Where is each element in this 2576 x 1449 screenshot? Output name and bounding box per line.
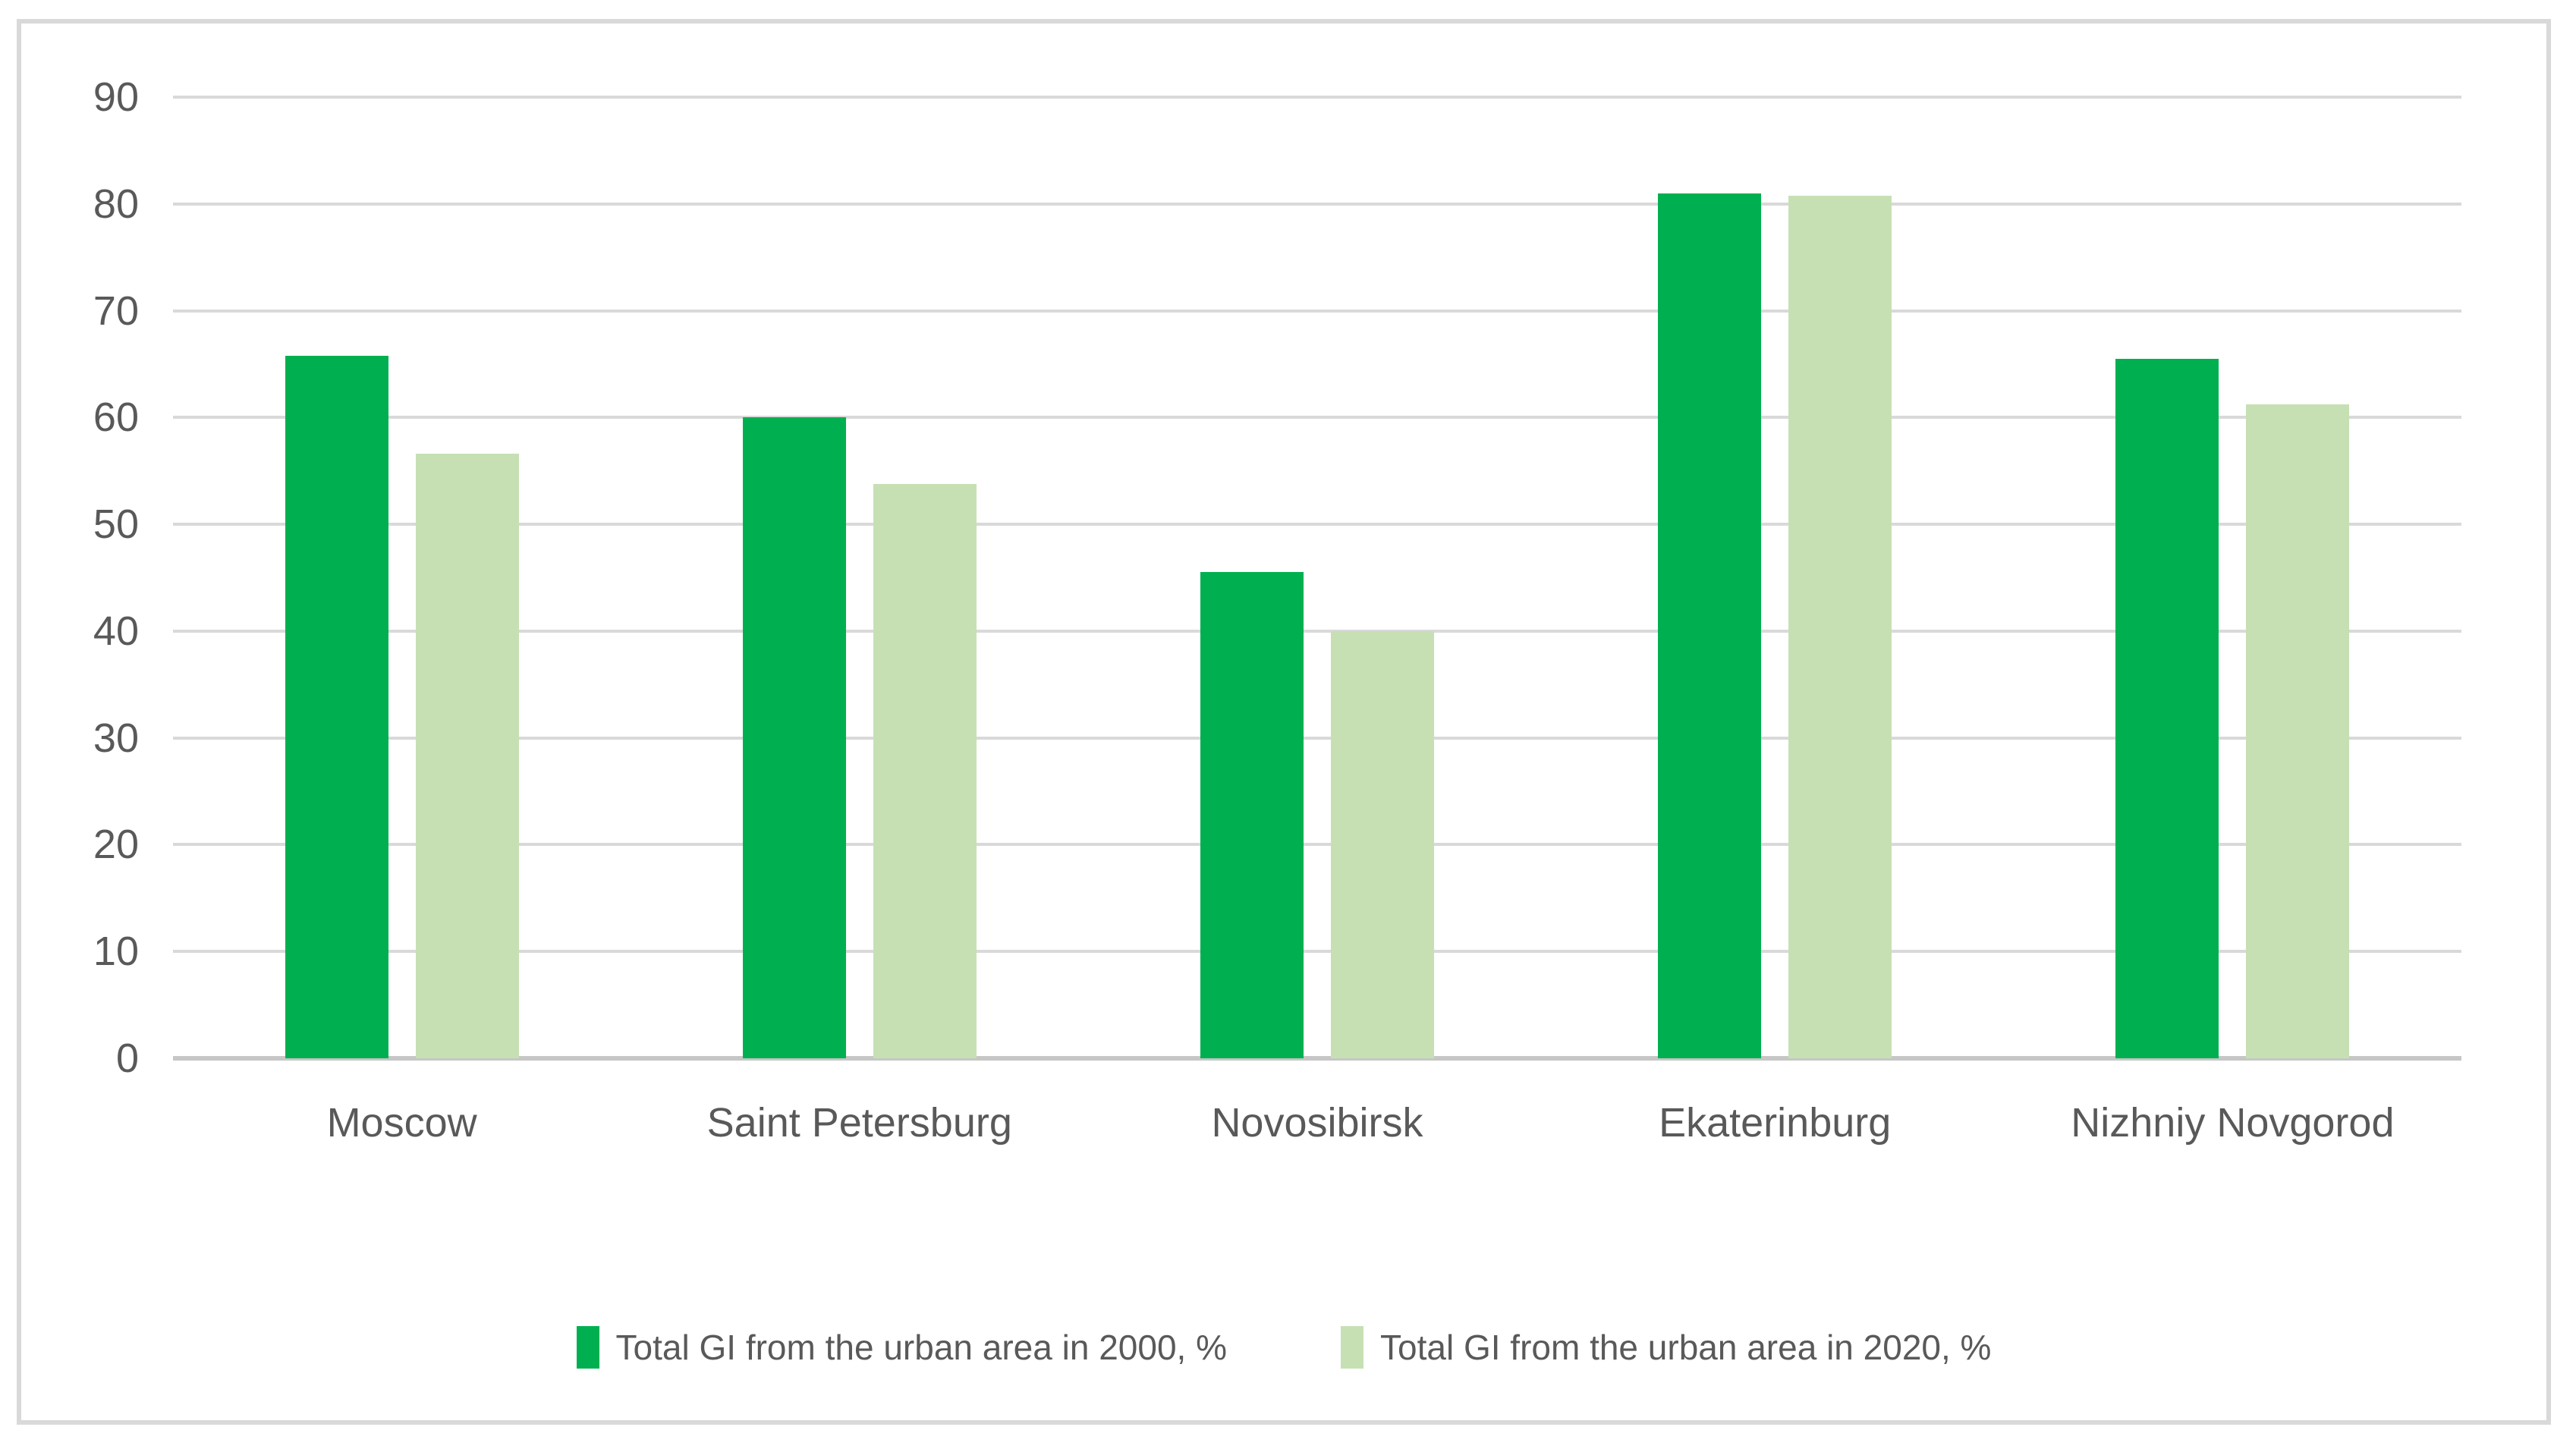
bar-moscow-series1 xyxy=(285,355,388,1058)
y-tick-label-10: 10 xyxy=(93,929,139,975)
gridline-30 xyxy=(173,736,2461,740)
bar-ekaterinburg-series1 xyxy=(1658,193,1762,1058)
y-tick-label-0: 0 xyxy=(115,1036,139,1081)
bar-ekaterinburg-series2 xyxy=(1788,195,1892,1058)
bar-nizhniy-novgorod-series1 xyxy=(2115,358,2219,1058)
gridline-50 xyxy=(173,523,2461,526)
category-label-nizhniy-novgorod: Nizhniy Novgorod xyxy=(2071,1100,2395,1146)
bar-nizhniy-novgorod-series2 xyxy=(2246,404,2350,1058)
category-label-novosibirsk: Novosibirsk xyxy=(1211,1100,1423,1146)
bar-saint-petersburg-series1 xyxy=(742,417,846,1058)
category-label-ekaterinburg: Ekaterinburg xyxy=(1659,1100,1892,1146)
y-tick-label-60: 60 xyxy=(93,394,139,441)
y-tick-label-70: 70 xyxy=(93,288,139,334)
gridline-90 xyxy=(173,96,2461,99)
bar-moscow-series2 xyxy=(415,454,519,1058)
gridline-60 xyxy=(173,416,2461,420)
legend-label-series2: Total GI from the urban area in 2020, % xyxy=(1380,1328,1992,1367)
bar-saint-petersburg-series2 xyxy=(873,483,977,1058)
legend-item-series2: Total GI from the urban area in 2020, % xyxy=(1341,1326,1991,1369)
gridline-70 xyxy=(173,309,2461,313)
y-tick-label-30: 30 xyxy=(93,715,139,761)
x-axis-baseline xyxy=(173,1056,2461,1061)
gridline-80 xyxy=(173,202,2461,206)
gridline-40 xyxy=(173,629,2461,633)
y-tick-label-40: 40 xyxy=(93,608,139,654)
legend-swatch-series2 xyxy=(1341,1326,1363,1369)
y-tick-label-50: 50 xyxy=(93,501,139,548)
y-tick-label-80: 80 xyxy=(93,181,139,227)
bar-novosibirsk-series2 xyxy=(1331,630,1434,1058)
legend-swatch-series1 xyxy=(576,1326,599,1369)
bar-novosibirsk-series1 xyxy=(1200,572,1304,1058)
category-label-moscow: Moscow xyxy=(326,1100,477,1146)
y-tick-label-90: 90 xyxy=(93,74,139,120)
legend-item-series1: Total GI from the urban area in 2000, % xyxy=(576,1326,1227,1369)
gridline-20 xyxy=(173,843,2461,847)
y-tick-label-20: 20 xyxy=(93,822,139,868)
legend-label-series1: Total GI from the urban area in 2000, % xyxy=(615,1328,1227,1367)
legend: Total GI from the urban area in 2000, % T… xyxy=(17,1326,2551,1369)
gridline-10 xyxy=(173,950,2461,954)
category-label-saint-petersburg: Saint Petersburg xyxy=(706,1100,1012,1146)
